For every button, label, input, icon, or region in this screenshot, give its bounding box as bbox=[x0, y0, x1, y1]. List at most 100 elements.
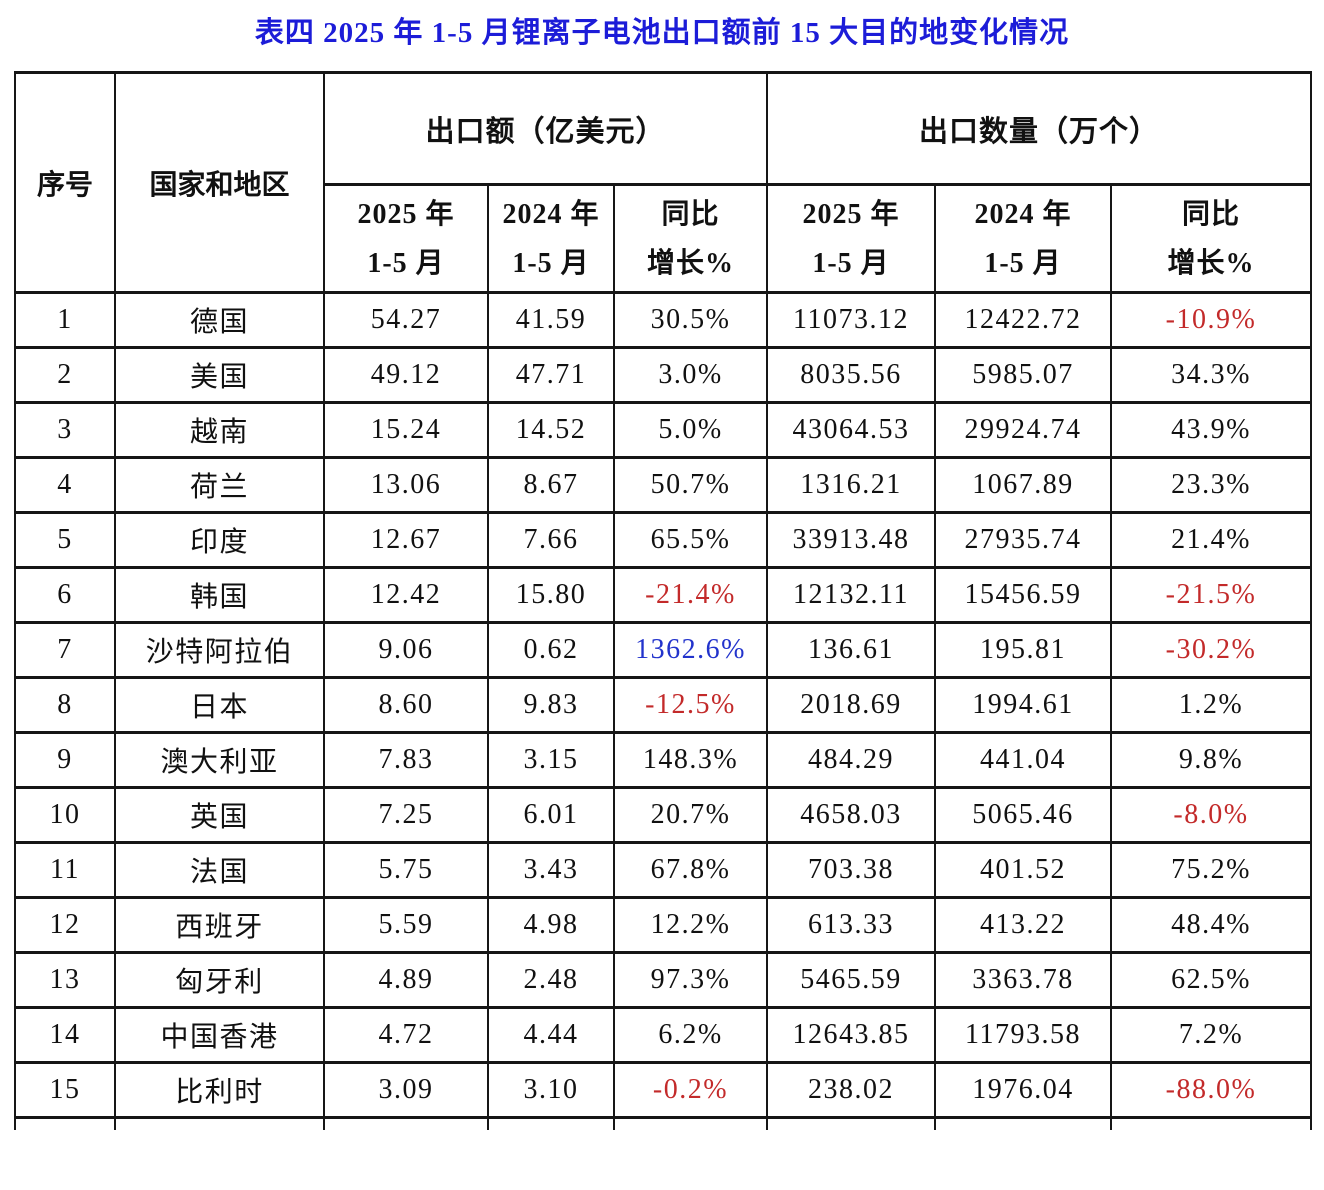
table-row: 12 西班牙 5.59 4.98 12.2% 613.33 413.22 48.4% bbox=[14, 896, 1312, 954]
row-index-cell: 10 bbox=[14, 786, 116, 844]
qty-growth-cell: 7.2% bbox=[1110, 1006, 1312, 1064]
value-2024-cell: 6.01 bbox=[487, 786, 615, 844]
value-2024-cell: 14.52 bbox=[487, 401, 615, 459]
qty-2025-cell: 1316.21 bbox=[766, 456, 936, 514]
country-name: 韩国 bbox=[114, 566, 325, 624]
qty-2024-cell: 441.04 bbox=[934, 731, 1112, 789]
value-2025-cell: 12.67 bbox=[323, 511, 489, 569]
qty-2024-cell: 1976.04 bbox=[934, 1061, 1112, 1119]
qty-2025-cell: 8035.56 bbox=[766, 346, 936, 404]
sub-header-line: 1-5 月 bbox=[812, 247, 890, 279]
table-row: 4 荷兰 13.06 8.67 50.7% 1316.21 1067.89 23.3% bbox=[14, 456, 1312, 514]
table-row: 15 比利时 3.09 3.10 -0.2% 238.02 1976.04 -88.0% bbox=[14, 1061, 1312, 1119]
page-title: 表四 2025 年 1-5 月锂离子电池出口额前 15 大目的地变化情况 bbox=[254, 17, 1070, 49]
row-index-cell: 9 bbox=[14, 731, 116, 789]
partial-cell bbox=[934, 1116, 1112, 1130]
value-2024-cell: 4.44 bbox=[487, 1006, 615, 1064]
qty-growth-cell: -21.5% bbox=[1110, 566, 1312, 624]
row-index-cell: 8 bbox=[14, 676, 116, 734]
value-growth-cell: 148.3% bbox=[613, 731, 768, 789]
qty-growth-cell: 34.3% bbox=[1110, 346, 1312, 404]
country-name: 越南 bbox=[114, 401, 325, 459]
qty-2025-cell: 2018.69 bbox=[766, 676, 936, 734]
value-2024-cell: 4.98 bbox=[487, 896, 615, 954]
table-header: 序号 国家和地区 出口额（亿美元） 出口数量（万个） 2025 年 1-5 月 … bbox=[14, 71, 1312, 294]
qty-2024-cell: 11793.58 bbox=[934, 1006, 1112, 1064]
value-2024-cell: 41.59 bbox=[487, 291, 615, 349]
qty-growth-cell: 43.9% bbox=[1110, 401, 1312, 459]
sub-header-value-growth: 同比 增长% bbox=[613, 183, 768, 294]
table-row: 13 匈牙利 4.89 2.48 97.3% 5465.59 3363.78 62.5% bbox=[14, 951, 1312, 1009]
table-row: 3 越南 15.24 14.52 5.0% 43064.53 29924.74 43.9% bbox=[14, 401, 1312, 459]
qty-2024-cell: 27935.74 bbox=[934, 511, 1112, 569]
partial-row-cutoff bbox=[14, 1116, 1312, 1130]
value-2025-cell: 49.12 bbox=[323, 346, 489, 404]
value-2024-cell: 3.10 bbox=[487, 1061, 615, 1119]
value-growth-cell: 65.5% bbox=[613, 511, 768, 569]
qty-2025-cell: 613.33 bbox=[766, 896, 936, 954]
partial-cell bbox=[766, 1116, 936, 1130]
value-growth-cell: 20.7% bbox=[613, 786, 768, 844]
page: { "title": "表四 2025 年 1-5 月锂离子电池出口额前 15 … bbox=[0, 9, 1324, 1190]
partial-cell bbox=[114, 1116, 325, 1130]
qty-growth-cell: 62.5% bbox=[1110, 951, 1312, 1009]
table-row: 7 沙特阿拉伯 9.06 0.62 1362.6% 136.61 195.81 -30.2% bbox=[14, 621, 1312, 679]
value-growth-cell: 97.3% bbox=[613, 951, 768, 1009]
sub-header-line: 增长% bbox=[646, 247, 734, 279]
qty-2025-cell: 136.61 bbox=[766, 621, 936, 679]
value-2025-cell: 4.89 bbox=[323, 951, 489, 1009]
row-index-cell: 6 bbox=[14, 566, 116, 624]
table-body: 1 德国 54.27 41.59 30.5% 11073.12 12422.72 -10.9%… bbox=[14, 291, 1312, 1130]
partial-cell bbox=[14, 1116, 116, 1130]
partial-cell bbox=[1110, 1116, 1312, 1130]
qty-growth-cell: -30.2% bbox=[1110, 621, 1312, 679]
sub-header-line: 2024 年 bbox=[502, 198, 600, 230]
qty-growth-cell: 21.4% bbox=[1110, 511, 1312, 569]
row-index-cell: 4 bbox=[14, 456, 116, 514]
table-row: 2 美国 49.12 47.71 3.0% 8035.56 5985.07 34.3% bbox=[14, 346, 1312, 404]
value-growth-cell: -12.5% bbox=[613, 676, 768, 734]
qty-growth-cell: -10.9% bbox=[1110, 291, 1312, 349]
sub-header-line: 2024 年 bbox=[974, 198, 1072, 230]
value-2024-cell: 3.43 bbox=[487, 841, 615, 899]
table-row: 10 英国 7.25 6.01 20.7% 4658.03 5065.46 -8.0% bbox=[14, 786, 1312, 844]
sub-header-line: 增长% bbox=[1167, 247, 1255, 279]
row-index-cell: 1 bbox=[14, 291, 116, 349]
sub-header-line: 1-5 月 bbox=[367, 247, 445, 279]
row-index-cell: 15 bbox=[14, 1061, 116, 1119]
table-row: 11 法国 5.75 3.43 67.8% 703.38 401.52 75.2% bbox=[14, 841, 1312, 899]
sub-header-line: 同比 bbox=[661, 198, 720, 230]
qty-2025-cell: 238.02 bbox=[766, 1061, 936, 1119]
country-name: 法国 bbox=[114, 841, 325, 899]
sub-header-line: 同比 bbox=[1181, 198, 1240, 230]
qty-growth-cell: 75.2% bbox=[1110, 841, 1312, 899]
country-name: 日本 bbox=[114, 676, 325, 734]
row-index-cell: 14 bbox=[14, 1006, 116, 1064]
qty-growth-cell: 9.8% bbox=[1110, 731, 1312, 789]
qty-2024-cell: 5985.07 bbox=[934, 346, 1112, 404]
country-name: 西班牙 bbox=[114, 896, 325, 954]
qty-2025-cell: 4658.03 bbox=[766, 786, 936, 844]
country-name: 英国 bbox=[114, 786, 325, 844]
value-2024-cell: 2.48 bbox=[487, 951, 615, 1009]
qty-2024-cell: 195.81 bbox=[934, 621, 1112, 679]
partial-cell bbox=[323, 1116, 489, 1130]
value-2025-cell: 9.06 bbox=[323, 621, 489, 679]
value-2025-cell: 12.42 bbox=[323, 566, 489, 624]
row-index-cell: 12 bbox=[14, 896, 116, 954]
table-row: 8 日本 8.60 9.83 -12.5% 2018.69 1994.61 1.2% bbox=[14, 676, 1312, 734]
qty-2024-cell: 15456.59 bbox=[934, 566, 1112, 624]
row-index-cell: 3 bbox=[14, 401, 116, 459]
sub-header-line: 1-5 月 bbox=[984, 247, 1062, 279]
qty-2025-cell: 484.29 bbox=[766, 731, 936, 789]
value-growth-cell: 67.8% bbox=[613, 841, 768, 899]
row-index-cell: 2 bbox=[14, 346, 116, 404]
value-2025-cell: 54.27 bbox=[323, 291, 489, 349]
sub-header-qty-2024: 2024 年 1-5 月 bbox=[934, 183, 1112, 294]
qty-2025-cell: 33913.48 bbox=[766, 511, 936, 569]
partial-cell bbox=[613, 1116, 768, 1130]
qty-2024-cell: 3363.78 bbox=[934, 951, 1112, 1009]
export-table: 序号 国家和地区 出口额（亿美元） 出口数量（万个） 2025 年 1-5 月 … bbox=[14, 71, 1312, 1130]
value-growth-cell: 5.0% bbox=[613, 401, 768, 459]
partial-cell bbox=[487, 1116, 615, 1130]
